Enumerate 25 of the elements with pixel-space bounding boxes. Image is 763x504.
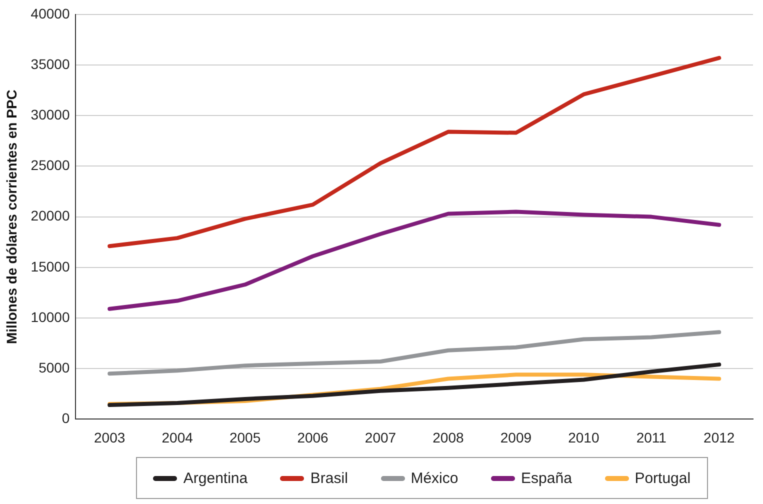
- x-tick-label: 2003: [94, 429, 126, 446]
- legend-label: Brasil: [310, 470, 348, 486]
- legend-label: España: [521, 470, 572, 486]
- y-axis-title: Millones de dólares corrientes en PPC: [3, 90, 20, 344]
- y-tick-label: 0: [62, 410, 70, 426]
- x-tick-label: 2009: [500, 429, 532, 446]
- y-tick-label: 25000: [30, 157, 70, 174]
- legend-label: México: [410, 470, 458, 486]
- y-tick-label: 35000: [30, 56, 70, 72]
- y-tick-label: 30000: [30, 106, 70, 122]
- x-tick-label: 2006: [297, 429, 329, 446]
- x-tick-label: 2010: [568, 429, 600, 446]
- x-tick-label: 2007: [364, 429, 396, 446]
- y-tick-label: 10000: [30, 308, 70, 325]
- x-tick-label: 2008: [432, 429, 464, 446]
- y-tick-label: 20000: [30, 208, 70, 224]
- x-tick-label: 2011: [636, 429, 667, 446]
- x-tick-label: 2005: [229, 429, 261, 446]
- x-tick-label: 2012: [704, 429, 735, 446]
- legend-label: Argentina: [183, 470, 248, 486]
- legend-label: Portugal: [634, 470, 691, 486]
- y-tick-label: 15000: [30, 258, 70, 274]
- y-tick-label: 40000: [30, 5, 70, 22]
- y-tick-label: 5000: [38, 359, 70, 376]
- x-tick-label: 2004: [162, 429, 194, 446]
